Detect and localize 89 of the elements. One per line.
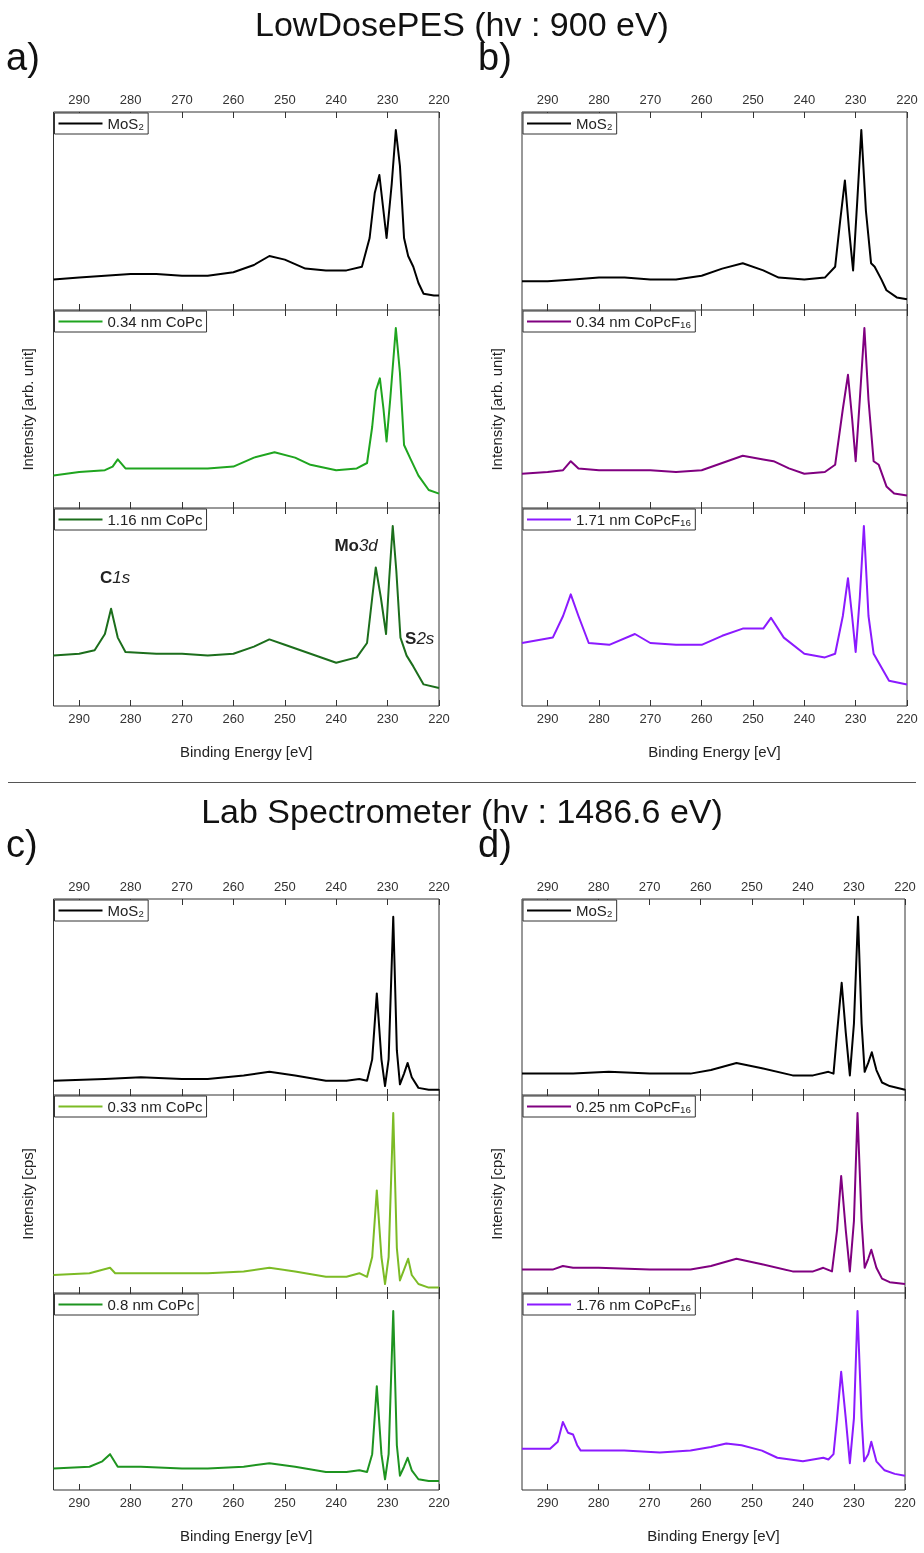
y-axis-title: Intensity [arb. unit]: [19, 347, 36, 471]
y-axis-title: Intensity [cps]: [487, 1148, 505, 1240]
x-tick-label: 270: [639, 711, 662, 726]
x-tick-label: 240: [325, 1495, 348, 1510]
x2-tick-label: 280: [119, 879, 142, 894]
x-tick-label: 260: [222, 711, 245, 726]
legend-label: 1.76 nm CoPcF₁₆: [576, 1296, 692, 1313]
x-tick-label: 290: [536, 1495, 559, 1510]
legend-label: MoS₂: [576, 902, 613, 919]
x-axis-title: Binding Energy [eV]: [648, 743, 781, 760]
x-tick-label: 270: [171, 711, 193, 726]
x2-tick-label: 220: [894, 879, 916, 894]
x-tick-label: 220: [428, 711, 450, 726]
y-axis-title: Intensity [cps]: [19, 1148, 36, 1240]
x-tick-label: 240: [793, 711, 816, 726]
legend-label: 0.25 nm CoPcF₁₆: [576, 1098, 692, 1115]
x2-tick-label: 290: [68, 879, 91, 894]
legend-label: 1.71 nm CoPcF₁₆: [576, 511, 692, 528]
legend-label: MoS₂: [576, 115, 613, 132]
x2-tick-label: 240: [793, 92, 816, 107]
x-tick-label: 220: [894, 1495, 916, 1510]
x2-tick-label: 250: [273, 92, 296, 107]
x2-tick-label: 250: [273, 879, 296, 894]
x2-tick-label: 250: [740, 879, 763, 894]
x2-tick-label: 280: [119, 92, 142, 107]
x2-tick-label: 290: [536, 879, 559, 894]
x-tick-label: 260: [222, 1495, 245, 1510]
x-tick-label: 280: [119, 1495, 142, 1510]
x-tick-label: 230: [843, 1495, 865, 1510]
x-tick-label: 280: [588, 711, 610, 726]
legend-label: 0.34 nm CoPcF₁₆: [576, 313, 692, 330]
x-tick-label: 230: [376, 711, 399, 726]
x2-tick-label: 290: [68, 92, 91, 107]
text: c): [6, 823, 38, 865]
x2-tick-label: 220: [428, 879, 450, 894]
x2-tick-label: 250: [742, 92, 764, 107]
annotation: S2s: [405, 629, 435, 649]
x-axis-title: Binding Energy [eV]: [179, 1527, 313, 1544]
x2-tick-label: 260: [690, 92, 713, 107]
x-tick-label: 290: [68, 711, 91, 726]
x2-tick-label: 260: [689, 879, 712, 894]
legend-label: MoS₂: [107, 115, 145, 132]
annotation: C1s: [100, 567, 131, 587]
x-axis-title: Binding Energy [eV]: [647, 1527, 780, 1544]
x2-tick-label: 240: [325, 92, 348, 107]
x-tick-label: 220: [896, 711, 918, 726]
x-tick-label: 250: [742, 711, 764, 726]
x2-tick-label: 260: [222, 92, 245, 107]
legend-label: 0.8 nm CoPc: [107, 1296, 195, 1313]
x2-tick-label: 270: [171, 92, 193, 107]
x-tick-label: 260: [690, 711, 713, 726]
x-tick-label: 240: [325, 711, 348, 726]
x-axis-title: Binding Energy [eV]: [179, 743, 313, 760]
x2-tick-label: 230: [376, 92, 399, 107]
x-tick-label: 290: [536, 711, 559, 726]
x-tick-label: 230: [844, 711, 867, 726]
x-tick-label: 280: [119, 711, 142, 726]
x2-tick-label: 230: [844, 92, 867, 107]
x2-tick-label: 270: [639, 92, 662, 107]
x-tick-label: 270: [171, 1495, 193, 1510]
text: a): [6, 36, 40, 78]
x2-tick-label: 220: [428, 92, 450, 107]
legend-label: 0.33 nm CoPc: [107, 1098, 204, 1115]
x-tick-label: 250: [273, 711, 296, 726]
x-tick-label: 250: [273, 1495, 296, 1510]
x2-tick-label: 230: [843, 879, 865, 894]
legend-label: MoS₂: [107, 902, 145, 919]
x2-tick-label: 270: [171, 879, 193, 894]
x2-tick-label: 230: [376, 879, 399, 894]
x-tick-label: 240: [792, 1495, 814, 1510]
x2-tick-label: 260: [222, 879, 245, 894]
x-tick-label: 260: [689, 1495, 712, 1510]
x-tick-label: 290: [68, 1495, 91, 1510]
x2-tick-label: 240: [792, 879, 814, 894]
x2-tick-label: 280: [587, 879, 610, 894]
x2-tick-label: 220: [896, 92, 918, 107]
annotation: Mo3d: [334, 536, 379, 556]
x2-tick-label: 290: [536, 92, 559, 107]
x-tick-label: 270: [638, 1495, 661, 1510]
x-tick-label: 280: [587, 1495, 610, 1510]
y-axis-title: Intensity [arb. unit]: [487, 347, 505, 471]
x-tick-label: 220: [428, 1495, 450, 1510]
x2-tick-label: 240: [325, 879, 348, 894]
legend-label: 0.34 nm CoPc: [107, 313, 204, 330]
x2-tick-label: 270: [638, 879, 661, 894]
legend-label: 1.16 nm CoPc: [107, 511, 204, 528]
x2-tick-label: 280: [588, 92, 610, 107]
x-tick-label: 250: [740, 1495, 763, 1510]
x-tick-label: 230: [376, 1495, 399, 1510]
